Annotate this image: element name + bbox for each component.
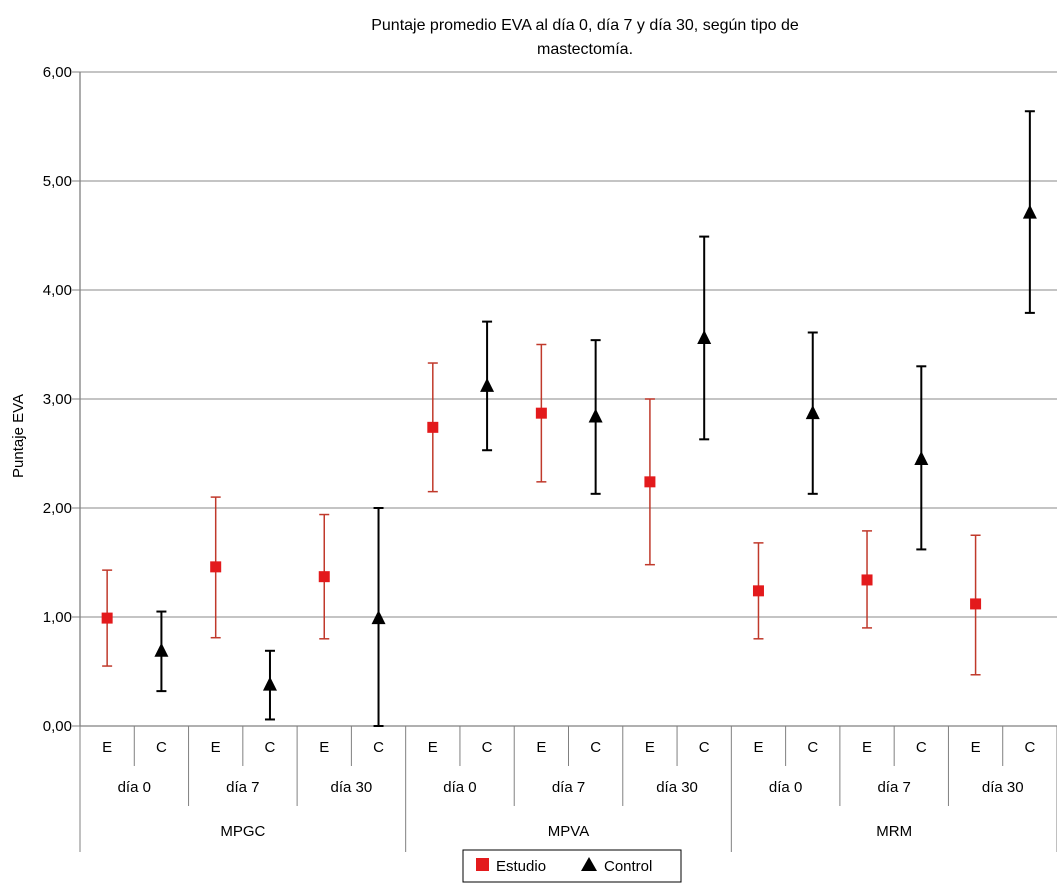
x-day-label: día 30 [982, 779, 1024, 796]
x-level-label: C [265, 739, 276, 756]
y-tick-label: 1,00 [43, 609, 72, 626]
x-level-label: E [645, 739, 655, 756]
legend-swatch-estudio [476, 858, 489, 871]
marker-estudio [861, 574, 873, 586]
marker-control [805, 405, 820, 420]
marker-control [262, 676, 277, 691]
marker-control [1022, 204, 1037, 219]
legend-label-control: Control [604, 858, 652, 875]
data-marks [101, 110, 1037, 727]
x-group-label: MPGC [220, 823, 265, 840]
y-tick-label: 4,00 [43, 282, 72, 299]
gridlines [80, 71, 1057, 618]
marker-estudio [644, 476, 656, 488]
x-level-label: C [1024, 739, 1035, 756]
x-day-label: día 7 [877, 779, 910, 796]
marker-estudio [318, 571, 330, 583]
y-tick-label: 3,00 [43, 391, 72, 408]
marker-estudio [210, 561, 222, 573]
x-day-label: día 30 [331, 779, 373, 796]
x-day-label: día 7 [552, 779, 585, 796]
legend-label-estudio: Estudio [496, 858, 546, 875]
y-tick-label: 2,00 [43, 500, 72, 517]
marker-control [371, 610, 386, 625]
y-tick-label: 6,00 [43, 64, 72, 81]
x-day-label: día 0 [443, 779, 476, 796]
x-level-label: E [319, 739, 329, 756]
x-level-label: E [862, 739, 872, 756]
x-group-label: MPVA [548, 823, 589, 840]
x-level-label: C [807, 739, 818, 756]
legend-swatch-control [581, 857, 597, 871]
marker-estudio [970, 598, 982, 610]
marker-estudio [101, 612, 113, 624]
x-level-label: E [971, 739, 981, 756]
x-level-label: E [536, 739, 546, 756]
marker-estudio [535, 407, 547, 419]
x-level-label: E [753, 739, 763, 756]
marker-control [697, 329, 712, 344]
marker-control [914, 450, 929, 465]
y-tick-label: 5,00 [43, 173, 72, 190]
marker-control [154, 642, 169, 657]
x-day-label: día 7 [226, 779, 259, 796]
chart-title-line-2: mastectomía. [537, 41, 633, 58]
x-level-label: C [699, 739, 710, 756]
x-level-label: E [211, 739, 221, 756]
legend-box [462, 849, 682, 883]
y-tick-label: 0,00 [43, 718, 72, 735]
x-level-label: E [102, 739, 112, 756]
chart-title-line-1: Puntaje promedio EVA al día 0, día 7 y d… [371, 17, 799, 34]
x-level-label: C [916, 739, 927, 756]
legend: Estudio Control [462, 849, 682, 883]
x-level-label: C [156, 739, 167, 756]
x-level-label: C [590, 739, 601, 756]
x-level-label: E [428, 739, 438, 756]
x-group-label: MRM [876, 823, 912, 840]
marker-estudio [427, 421, 439, 433]
marker-estudio [752, 585, 764, 597]
y-ticks: 0,00 1,00 2,00 3,00 4,00 5,00 6,00 [43, 64, 80, 735]
x-day-label: día 30 [656, 779, 698, 796]
x-day-label: día 0 [118, 779, 151, 796]
y-axis-label: Puntaje EVA [10, 394, 27, 478]
marker-control [480, 377, 495, 392]
x-day-label: día 0 [769, 779, 802, 796]
x-level-label: C [373, 739, 384, 756]
marker-control [588, 408, 603, 423]
x-level-label: C [482, 739, 493, 756]
